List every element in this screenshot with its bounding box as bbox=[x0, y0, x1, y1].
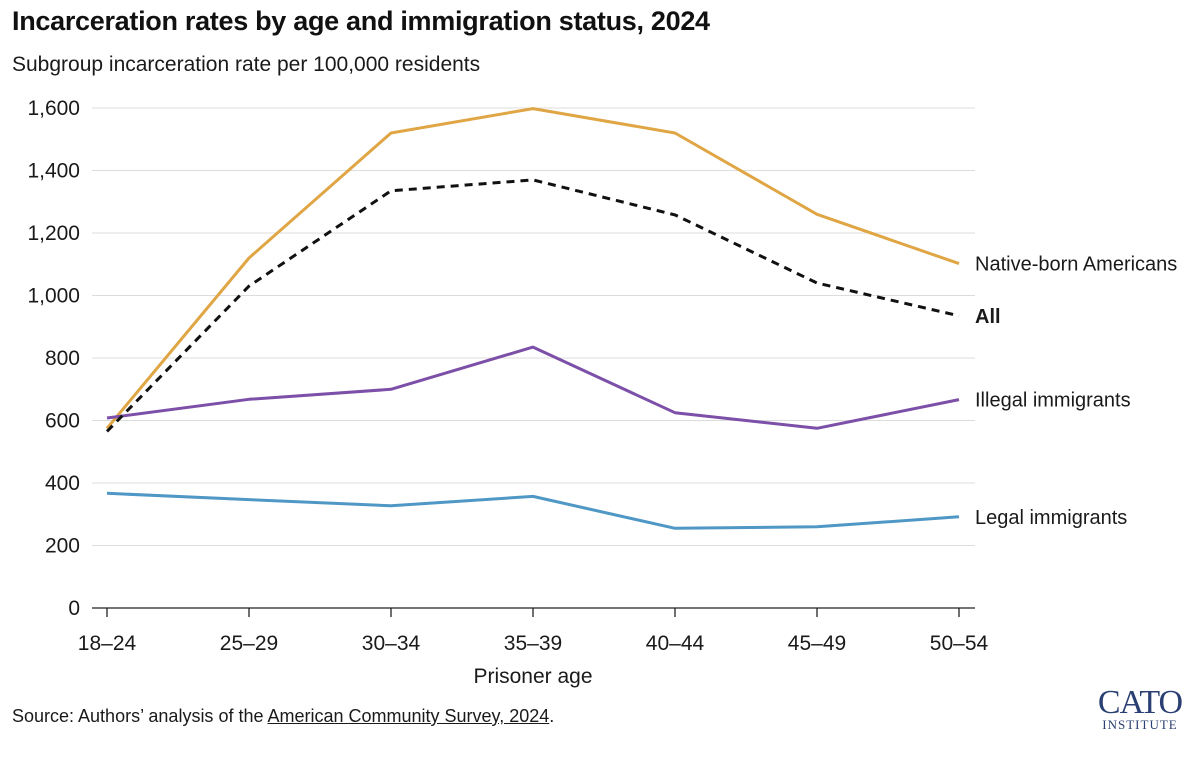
x-tick-label: 45–49 bbox=[788, 632, 846, 655]
logo-wordmark: CATO bbox=[1097, 684, 1183, 721]
series-label: Native-born Americans bbox=[975, 254, 1177, 276]
y-tick-label: 600 bbox=[45, 410, 80, 433]
series-line-native-born-americans bbox=[105, 107, 960, 430]
series-label: Illegal immigrants bbox=[975, 390, 1131, 412]
x-tick-label: 40–44 bbox=[646, 632, 705, 655]
x-tick-label: 35–39 bbox=[504, 632, 562, 655]
x-tick-label: 18–24 bbox=[78, 632, 137, 655]
line-chart: 0 200 400 600 800 1,000 1,200 1,400 1,600 18–24 25… bbox=[27, 97, 1177, 688]
source-note: Source: Authors’ analysis of the America… bbox=[12, 706, 554, 727]
y-tick-label: 800 bbox=[45, 347, 80, 370]
x-tick-label: 30–34 bbox=[362, 632, 421, 655]
y-tick-label: 1,600 bbox=[27, 97, 80, 120]
source-prefix: Source: Authors’ analysis of the bbox=[12, 706, 268, 726]
x-tick-label: 25–29 bbox=[220, 632, 278, 655]
y-tick-label: 1,200 bbox=[27, 222, 80, 245]
source-link[interactable]: American Community Survey, 2024 bbox=[267, 706, 550, 726]
source-suffix: . bbox=[549, 706, 555, 726]
x-axis-title: Prisoner age bbox=[473, 665, 592, 688]
cato-logo: CATO INSTITUTE bbox=[1094, 684, 1186, 732]
logo-subtitle: INSTITUTE bbox=[1102, 717, 1178, 732]
y-tick-label: 0 bbox=[68, 597, 80, 620]
y-tick-label: 1,400 bbox=[27, 160, 80, 183]
x-tick-label: 50–54 bbox=[930, 632, 989, 655]
chart-subtitle: Subgroup incarceration rate per 100,000 … bbox=[12, 53, 481, 76]
y-tick-label: 200 bbox=[45, 535, 80, 558]
series-line-illegal-immigrants bbox=[106, 345, 960, 430]
series-line-legal-immigrants bbox=[106, 491, 960, 530]
chart-title: Incarceration rates by age and immigrati… bbox=[12, 6, 710, 36]
series-label: All bbox=[975, 306, 1001, 328]
y-tick-label: 1,000 bbox=[27, 285, 80, 308]
y-tick-label: 400 bbox=[45, 472, 80, 495]
series-label: Legal immigrants bbox=[975, 507, 1127, 529]
series-line-all bbox=[105, 178, 960, 433]
